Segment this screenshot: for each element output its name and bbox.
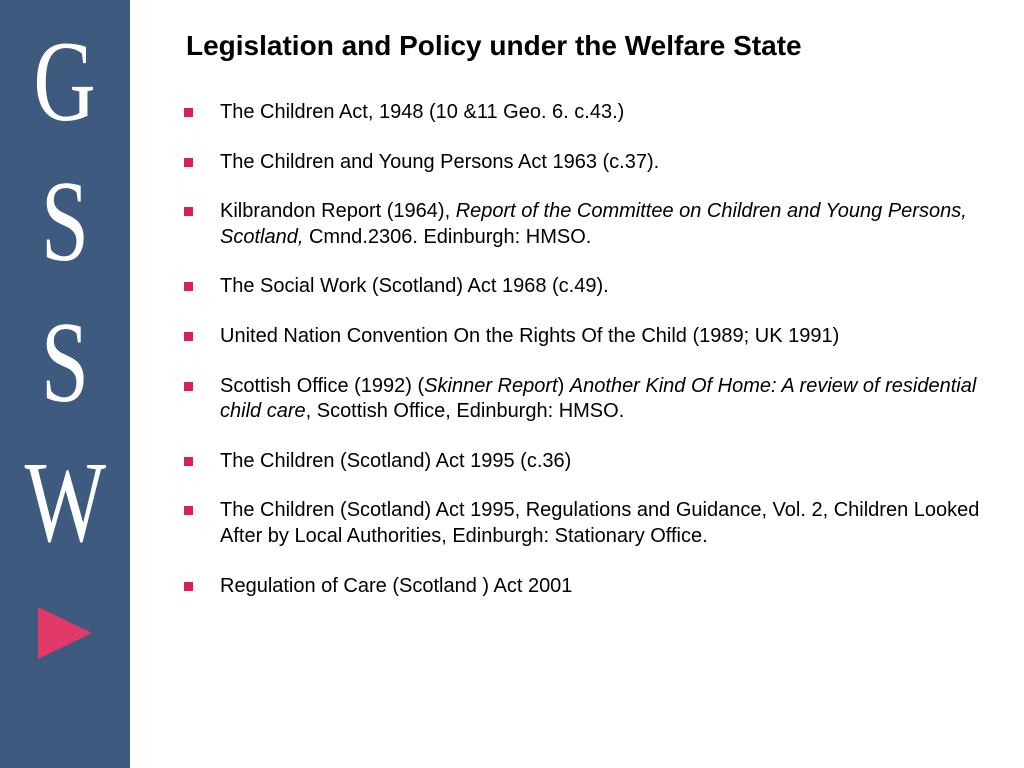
- bullet-text-part: Cmnd.2306. Edinburgh: HMSO.: [309, 226, 591, 248]
- play-arrow-icon: [30, 603, 100, 668]
- bullet-list: The Children Act, 1948 (10 &11 Geo. 6. c…: [180, 100, 1014, 599]
- sidebar-letter-g: G: [34, 12, 96, 152]
- bullet-text-part: The Children and Young Persons Act 1963 …: [220, 151, 659, 173]
- bullet-text-part: Skinner Report: [424, 375, 557, 397]
- bullet-text-part: The Children Act, 1948 (10 &11 Geo. 6. c…: [220, 101, 624, 123]
- sidebar-letter-w: W: [24, 433, 105, 573]
- list-item: Scottish Office (1992) (Skinner Report) …: [180, 374, 1014, 425]
- bullet-text-part: ): [558, 375, 570, 397]
- bullet-text-part: The Children (Scotland) Act 1995, Regula…: [220, 499, 979, 547]
- sidebar-letter-s2: S: [41, 293, 89, 433]
- slide: G S S W Legislation and Policy under the…: [0, 0, 1024, 768]
- list-item: United Nation Convention On the Rights O…: [180, 324, 1014, 350]
- list-item: The Children and Young Persons Act 1963 …: [180, 150, 1014, 176]
- bullet-text-part: The Social Work (Scotland) Act 1968 (c.4…: [220, 275, 609, 297]
- slide-title: Legislation and Policy under the Welfare…: [186, 30, 1014, 62]
- content-area: Legislation and Policy under the Welfare…: [130, 0, 1024, 768]
- list-item: The Children (Scotland) Act 1995 (c.36): [180, 449, 1014, 475]
- bullet-text-part: The Children (Scotland) Act 1995 (c.36): [220, 450, 571, 472]
- bullet-text-part: Scottish Office (1992) (: [220, 375, 424, 397]
- list-item: The Social Work (Scotland) Act 1968 (c.4…: [180, 274, 1014, 300]
- list-item: Regulation of Care (Scotland ) Act 2001: [180, 574, 1014, 600]
- bullet-text-part: Regulation of Care (Scotland ) Act 2001: [220, 575, 572, 597]
- bullet-text-part: Kilbrandon Report (1964),: [220, 200, 456, 222]
- list-item: Kilbrandon Report (1964), Report of the …: [180, 199, 1014, 250]
- list-item: The Children (Scotland) Act 1995, Regula…: [180, 498, 1014, 549]
- bullet-text-part: United Nation Convention On the Rights O…: [220, 325, 839, 347]
- list-item: The Children Act, 1948 (10 &11 Geo. 6. c…: [180, 100, 1014, 126]
- sidebar-letter-s1: S: [41, 152, 89, 292]
- sidebar: G S S W: [0, 0, 130, 768]
- bullet-text-part: , Scottish Office, Edinburgh: HMSO.: [306, 400, 625, 422]
